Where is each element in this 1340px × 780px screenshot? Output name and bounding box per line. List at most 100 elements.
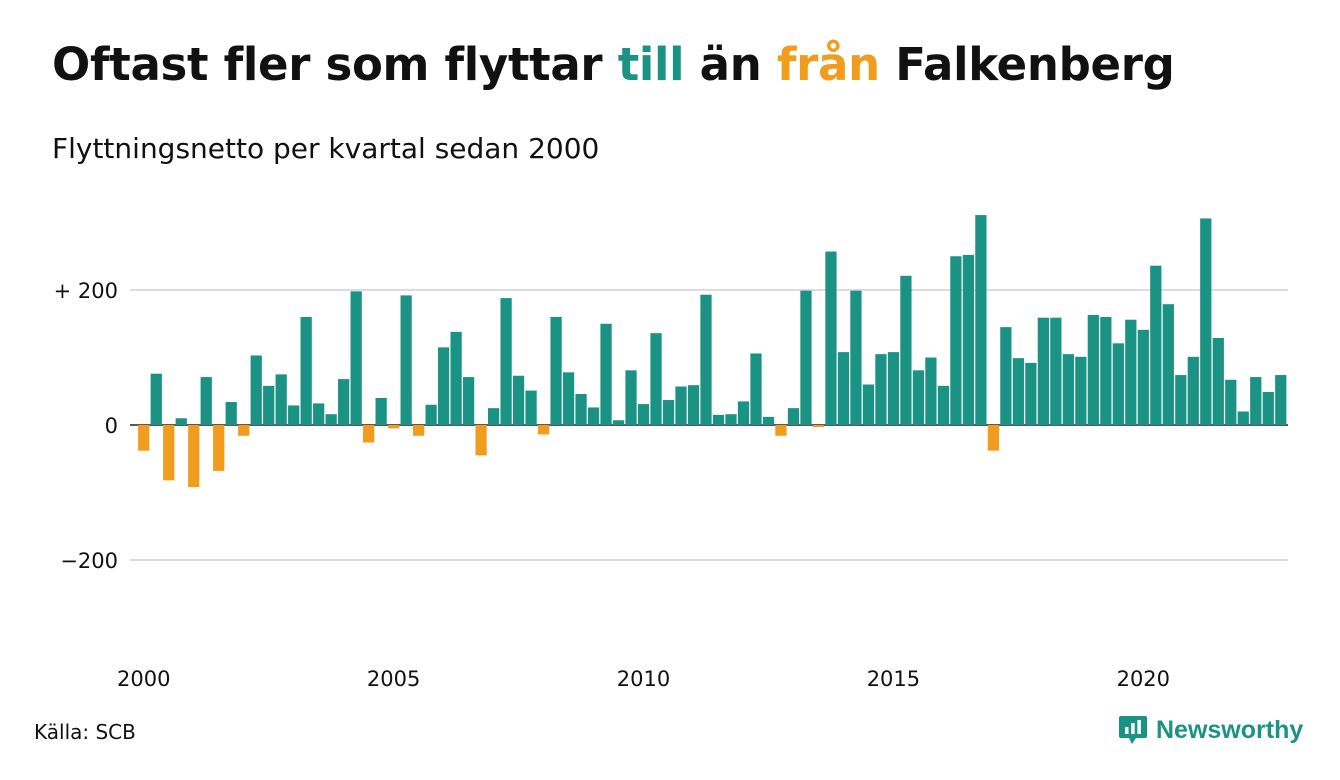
bar-positive: [600, 323, 612, 425]
bar-positive: [912, 370, 925, 425]
x-tick-label: 2005: [367, 667, 420, 691]
bar-positive: [325, 414, 337, 425]
bar-negative: [188, 425, 200, 488]
bar-positive: [1100, 317, 1112, 425]
bar-positive: [675, 386, 687, 425]
bar-positive: [1012, 358, 1024, 426]
bar-positive: [612, 420, 625, 425]
bar-positive: [512, 375, 525, 426]
bar-positive: [1025, 362, 1037, 425]
bar-positive: [1250, 377, 1262, 425]
x-axis-labels: 2000 2005 2010 2015 2020: [117, 667, 1170, 691]
bar-positive: [1000, 327, 1012, 426]
x-tick-label: 2015: [867, 667, 920, 691]
bar-positive: [313, 403, 325, 425]
bar-positive: [1237, 411, 1249, 425]
bar-positive: [1087, 314, 1099, 426]
bar-positive: [437, 347, 450, 426]
bar-positive: [150, 373, 162, 425]
bar-negative: [475, 425, 487, 456]
bar-positive: [900, 275, 912, 425]
bar-negative: [363, 425, 375, 443]
bar-positive: [200, 377, 212, 425]
chart-title: Oftast fler som flyttar till än från Fal…: [52, 38, 1175, 91]
bar-positive: [487, 408, 500, 426]
brand-name: Newsworthy: [1156, 715, 1304, 744]
bar-positive: [1212, 337, 1224, 426]
bar-negative: [413, 425, 425, 436]
bar-positive: [275, 374, 287, 426]
bar-positive: [625, 370, 637, 425]
bar-positive: [787, 408, 800, 426]
y-axis-labels: + 200 0 −200: [54, 279, 118, 573]
bar-negative: [987, 425, 1000, 451]
bar-positive: [1150, 265, 1162, 425]
bar-positive: [700, 294, 712, 426]
y-tick-label: 0: [105, 414, 118, 438]
bar-positive: [250, 355, 262, 426]
bar-positive: [1262, 391, 1274, 426]
bar-positive: [737, 401, 750, 426]
bar-positive: [937, 385, 950, 425]
bar-positive: [687, 385, 700, 426]
bar-positive: [1187, 356, 1199, 425]
x-tick-label: 2020: [1117, 667, 1170, 691]
bar-positive: [225, 402, 237, 425]
source-note: Källa: SCB: [34, 720, 136, 744]
bar-positive: [300, 317, 312, 425]
bar-negative: [213, 425, 225, 471]
bar-positive: [862, 384, 875, 425]
bar-positive: [1137, 329, 1149, 425]
bar-positive: [1275, 375, 1287, 425]
bar-positive: [1225, 379, 1237, 425]
newsworthy-logo: Newsworthy: [1118, 714, 1303, 746]
bar-negative: [238, 425, 250, 436]
bar-positive: [350, 291, 362, 425]
bar-negative: [388, 425, 400, 429]
bar-positive: [263, 385, 275, 425]
bar-negative: [537, 425, 550, 435]
title-part-2: än: [684, 38, 777, 91]
bar-positive: [825, 251, 837, 425]
bar-positive: [500, 298, 512, 425]
chart-subtitle: Flyttningsnetto per kvartal sedan 2000: [52, 132, 600, 165]
bar-positive: [950, 256, 962, 425]
x-tick-label: 2010: [617, 667, 670, 691]
bar-positive: [975, 215, 987, 425]
bar-positive: [462, 377, 475, 425]
x-tick-label: 2000: [117, 667, 170, 691]
bar-positive: [288, 405, 300, 426]
bar-positive: [800, 290, 812, 425]
bars: [138, 215, 1287, 488]
bar-negative: [775, 425, 787, 436]
bar-positive: [375, 398, 387, 425]
bar-positive: [450, 331, 462, 425]
bar-positive: [550, 317, 562, 425]
bar-positive: [962, 254, 975, 425]
bar-positive: [650, 333, 662, 425]
bar-positive: [175, 418, 187, 425]
bar-positive: [1175, 375, 1187, 425]
bar-positive: [575, 393, 587, 425]
bar-negative: [812, 425, 825, 428]
y-tick-label: −200: [60, 549, 118, 573]
bar-positive: [562, 372, 575, 425]
bar-positive: [875, 354, 887, 426]
bar-positive: [837, 352, 850, 425]
bar-negative: [163, 425, 175, 481]
title-part-1: Oftast fler som flyttar: [52, 38, 618, 91]
bar-positive: [1200, 218, 1212, 425]
bar-positive: [525, 390, 537, 425]
bar-positive: [1125, 319, 1137, 425]
bar-positive: [587, 407, 600, 425]
bar-positive: [1062, 354, 1074, 426]
bar-positive: [1075, 356, 1087, 425]
bar-positive: [1050, 317, 1062, 426]
bar-positive: [725, 414, 737, 425]
bar-positive: [400, 295, 412, 425]
title-part-3: Falkenberg: [879, 38, 1175, 91]
newsworthy-logo-icon: [1119, 716, 1147, 744]
bar-negative: [138, 425, 150, 451]
bar-positive: [662, 400, 675, 425]
